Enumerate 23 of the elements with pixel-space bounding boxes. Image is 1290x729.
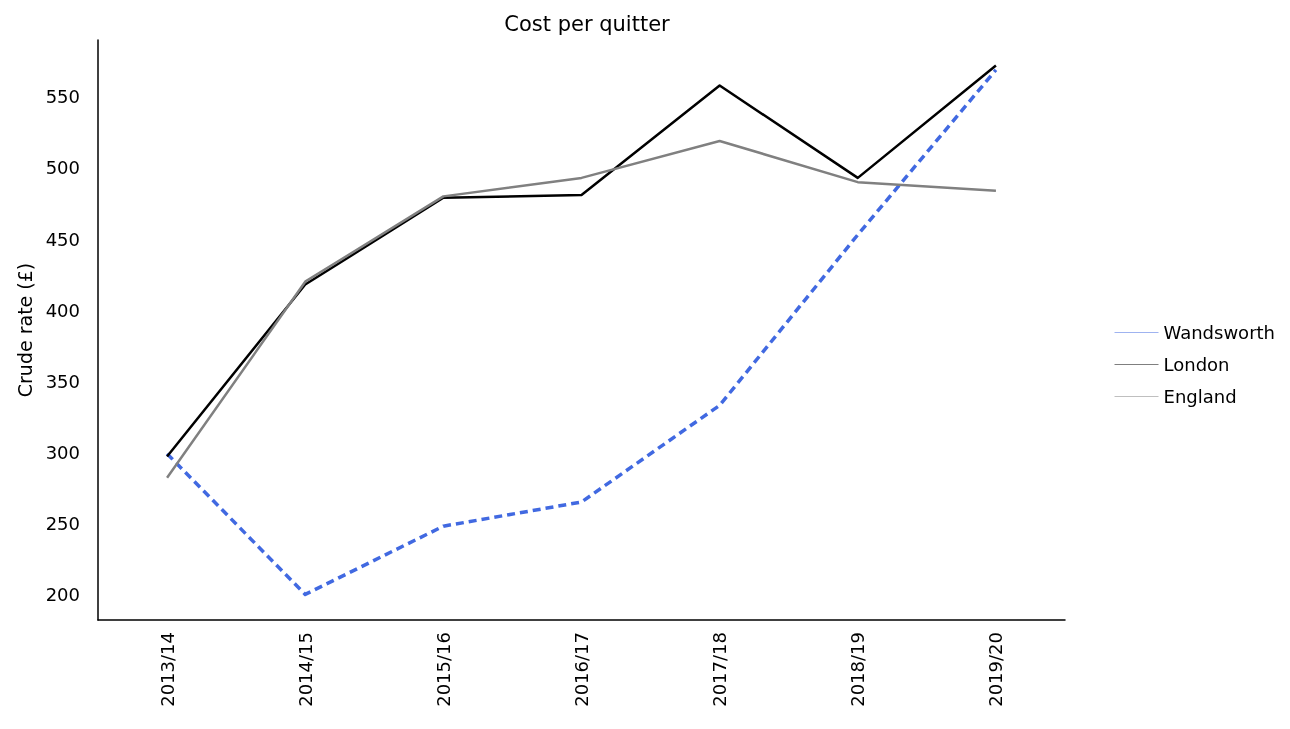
y-tick-label: 500 — [45, 157, 80, 179]
y-tick-label: 350 — [45, 370, 80, 392]
x-tick-label: 2018/19 — [847, 632, 869, 707]
x-tick-label: 2019/20 — [985, 632, 1007, 707]
y-axis-title: Crude rate (£) — [14, 262, 37, 398]
legend-label: Wandsworth — [1163, 322, 1276, 343]
y-tick-label: 400 — [45, 299, 80, 321]
y-tick-label: 200 — [45, 583, 80, 605]
y-tick-label: 450 — [45, 228, 80, 250]
line-series — [165, 139, 998, 480]
legend-label: London — [1163, 354, 1230, 375]
y-tick-label: 300 — [45, 441, 80, 463]
chart-title: Cost per quitter — [504, 11, 671, 36]
line-series — [165, 64, 998, 458]
x-tick-label: 2015/16 — [432, 632, 454, 707]
y-tick-label: 250 — [45, 512, 80, 534]
line-series — [165, 68, 998, 597]
x-tick-label: 2016/17 — [571, 632, 592, 707]
y-tick-label: 550 — [45, 86, 80, 108]
legend-label: England — [1163, 386, 1237, 407]
x-tick-label: 2017/18 — [709, 632, 731, 707]
x-tick-label: 2014/15 — [294, 632, 316, 707]
x-tick-label: 2013/14 — [156, 632, 178, 707]
